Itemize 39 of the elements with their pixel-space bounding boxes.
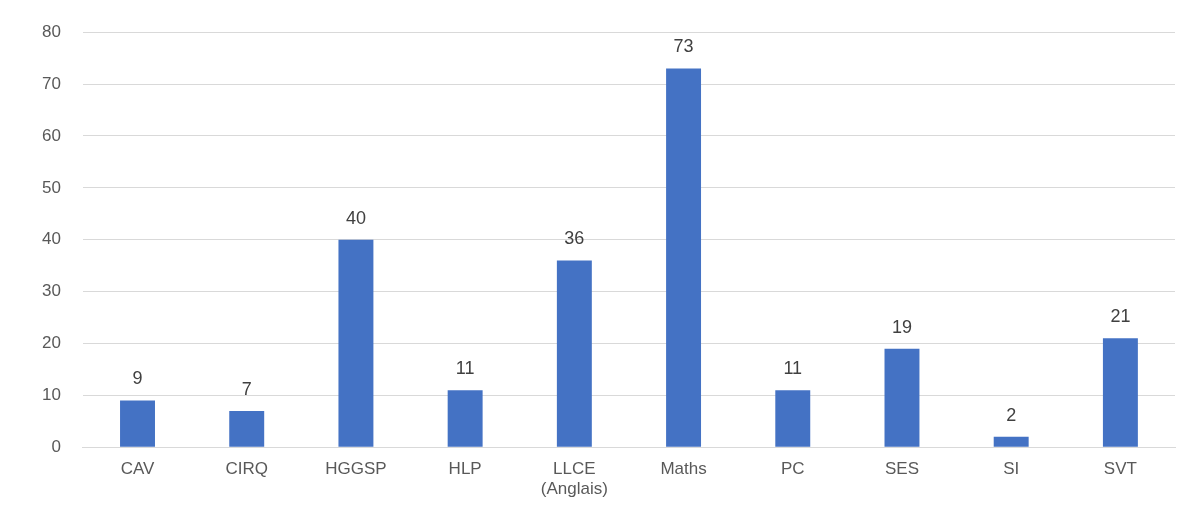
bar (884, 348, 920, 447)
data-label: 21 (1110, 306, 1131, 327)
data-label: 36 (564, 228, 585, 249)
data-label: 73 (673, 36, 694, 57)
bar (120, 400, 155, 447)
bar (556, 260, 592, 447)
x-tick-label: LLCE (Anglais) (540, 459, 608, 499)
y-tick-label: 50 (41, 177, 61, 197)
data-label: 7 (241, 378, 252, 399)
y-tick-label: 40 (41, 229, 61, 249)
data-label: 40 (345, 207, 366, 228)
bar (666, 68, 702, 447)
y-tick-label: 20 (41, 333, 61, 353)
data-label: 19 (891, 316, 912, 337)
x-tick-label: SES (884, 459, 919, 479)
x-tick-label: SI (1003, 459, 1020, 479)
y-tick-label: 0 (51, 436, 61, 456)
data-label: 11 (455, 358, 475, 379)
y-tick-label: 10 (41, 385, 61, 405)
x-tick-label: Maths (660, 459, 707, 479)
y-tick-label: 70 (41, 73, 61, 93)
x-tick-label: CAV (120, 459, 156, 479)
bar (1102, 338, 1138, 447)
data-label: 2 (1006, 404, 1017, 425)
bar (229, 410, 265, 447)
x-tick-label: HGGSP (325, 459, 387, 479)
data-label: 11 (783, 358, 803, 379)
y-tick-label: 30 (41, 281, 61, 301)
x-tick-label: SVT (1103, 459, 1137, 479)
bar (775, 390, 811, 447)
y-tick-label: 60 (41, 125, 61, 145)
x-tick-label: PC (780, 459, 805, 479)
x-tick-label: HLP (448, 459, 482, 479)
bar (993, 436, 1029, 447)
bar (447, 390, 483, 447)
data-label: 9 (132, 368, 143, 389)
bar (338, 239, 374, 447)
y-tick-label: 80 (41, 21, 61, 41)
x-tick-label: CIRQ (225, 459, 268, 479)
